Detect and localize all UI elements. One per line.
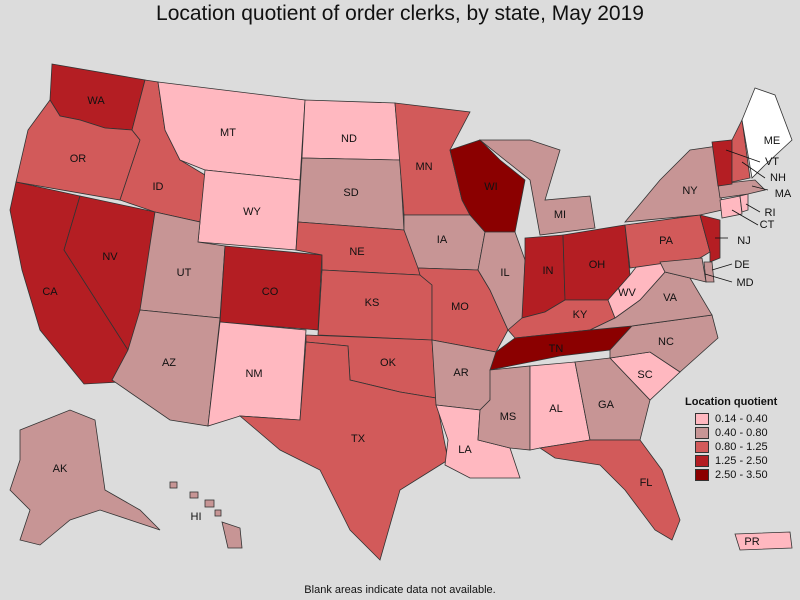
state-label-AK: AK — [53, 463, 68, 475]
legend-item: 0.14 - 0.40 — [695, 412, 777, 426]
legend-item: 0.80 - 1.25 — [695, 440, 777, 454]
state-PR[interactable] — [734, 531, 793, 551]
state-label-NY: NY — [682, 185, 698, 197]
state-VT[interactable] — [711, 139, 733, 187]
state-label-SC: SC — [637, 369, 652, 381]
state-FL[interactable] — [538, 439, 681, 541]
state-MD[interactable] — [659, 257, 707, 283]
legend-label: 2.50 - 3.50 — [715, 469, 768, 481]
legend-item: 2.50 - 3.50 — [695, 468, 777, 482]
state-label-WA: WA — [87, 95, 105, 107]
state-TX[interactable] — [238, 341, 449, 561]
state-label-UT: UT — [177, 267, 192, 279]
state-label-OH: OH — [589, 259, 606, 271]
state-label-MA: MA — [775, 188, 792, 200]
state-label-KY: KY — [573, 309, 588, 321]
state-label-ME: ME — [764, 135, 781, 147]
state-label-LA: LA — [458, 444, 472, 456]
footnote: Blank areas indicate data not available. — [304, 584, 496, 596]
state-label-KS: KS — [365, 297, 380, 309]
state-label-NV: NV — [102, 251, 118, 263]
state-label-VA: VA — [663, 292, 678, 304]
state-label-VT: VT — [765, 156, 779, 168]
state-label-FL: FL — [640, 477, 653, 489]
state-label-CT: CT — [760, 219, 775, 231]
legend-swatch — [695, 427, 709, 439]
state-label-AL: AL — [549, 403, 562, 415]
state-label-NJ: NJ — [737, 235, 750, 247]
state-label-PA: PA — [659, 235, 674, 247]
state-label-DE: DE — [734, 259, 749, 271]
state-label-SD: SD — [343, 187, 358, 199]
state-label-WY: WY — [243, 206, 261, 218]
state-label-MO: MO — [451, 301, 469, 313]
state-HI[interactable] — [169, 481, 243, 549]
state-label-MT: MT — [220, 127, 236, 139]
legend-item: 1.25 - 2.50 — [695, 454, 777, 468]
state-label-NM: NM — [245, 368, 262, 380]
state-label-RI: RI — [765, 207, 776, 219]
legend-label: 0.14 - 0.40 — [715, 413, 768, 425]
state-CT[interactable] — [719, 195, 743, 219]
state-label-IL: IL — [500, 267, 509, 279]
state-label-PR: PR — [744, 536, 759, 548]
state-NH[interactable] — [731, 118, 751, 183]
state-ND[interactable] — [301, 99, 401, 161]
legend-title: Location quotient — [685, 396, 778, 408]
legend-swatch — [695, 469, 709, 481]
state-label-NC: NC — [658, 336, 674, 348]
map-title: Location quotient of order clerks, by st… — [156, 2, 644, 25]
state-label-IA: IA — [437, 234, 448, 246]
state-label-TX: TX — [351, 433, 366, 445]
state-label-OR: OR — [70, 153, 87, 165]
legend-label: 0.40 - 0.80 — [715, 427, 768, 439]
state-label-ND: ND — [341, 133, 357, 145]
state-label-OK: OK — [380, 357, 397, 369]
state-label-HI: HI — [191, 511, 202, 523]
state-label-CO: CO — [262, 286, 279, 298]
legend: Location quotient 0.14 - 0.40 0.40 - 0.80… — [685, 396, 777, 482]
state-label-MS: MS — [500, 411, 517, 423]
state-label-AZ: AZ — [162, 357, 176, 369]
state-AK[interactable] — [9, 409, 161, 546]
state-GA[interactable] — [574, 357, 651, 441]
state-NJ[interactable] — [699, 214, 721, 263]
state-label-CA: CA — [42, 286, 58, 298]
state-label-IN: IN — [543, 265, 554, 277]
state-label-WV: WV — [618, 287, 636, 299]
state-label-WI: WI — [484, 181, 497, 193]
legend-swatch — [695, 413, 709, 425]
legend-label: 0.80 - 1.25 — [715, 441, 768, 453]
legend-swatch — [695, 455, 709, 467]
state-label-AR: AR — [453, 367, 468, 379]
state-label-TN: TN — [549, 343, 564, 355]
state-MI[interactable] — [478, 139, 596, 236]
state-label-MD: MD — [736, 277, 753, 289]
state-label-ID: ID — [153, 181, 164, 193]
legend-label: 1.25 - 2.50 — [715, 455, 768, 467]
state-PA[interactable] — [624, 214, 711, 269]
state-label-GA: GA — [598, 399, 615, 411]
legend-item: 0.40 - 0.80 — [695, 426, 777, 440]
state-DE[interactable] — [703, 261, 715, 283]
state-NY[interactable] — [624, 145, 723, 223]
state-label-NH: NH — [770, 172, 786, 184]
legend-swatch — [695, 441, 709, 453]
state-label-NE: NE — [349, 246, 364, 258]
state-ME[interactable] — [741, 87, 793, 179]
state-label-MI: MI — [554, 209, 566, 221]
state-label-MN: MN — [415, 161, 432, 173]
